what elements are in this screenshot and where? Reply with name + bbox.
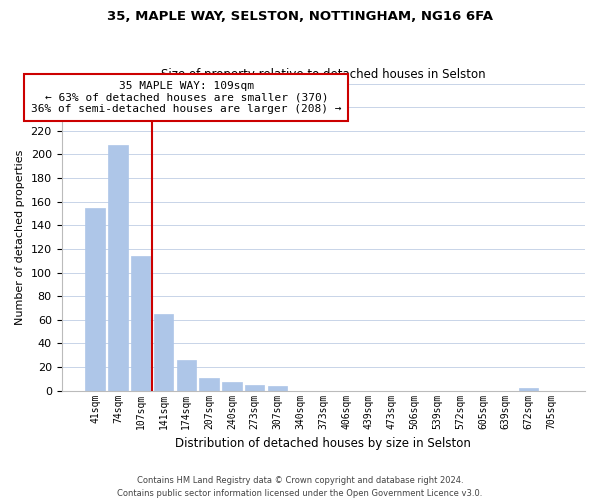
Y-axis label: Number of detached properties: Number of detached properties xyxy=(15,150,25,325)
Bar xyxy=(131,256,151,390)
Text: 35, MAPLE WAY, SELSTON, NOTTINGHAM, NG16 6FA: 35, MAPLE WAY, SELSTON, NOTTINGHAM, NG16… xyxy=(107,10,493,23)
Bar xyxy=(199,378,219,390)
Title: Size of property relative to detached houses in Selston: Size of property relative to detached ho… xyxy=(161,68,485,81)
X-axis label: Distribution of detached houses by size in Selston: Distribution of detached houses by size … xyxy=(175,437,471,450)
Text: 35 MAPLE WAY: 109sqm
← 63% of detached houses are smaller (370)
36% of semi-deta: 35 MAPLE WAY: 109sqm ← 63% of detached h… xyxy=(31,81,341,114)
Bar xyxy=(519,388,538,390)
Bar xyxy=(85,208,105,390)
Bar xyxy=(176,360,196,390)
Bar xyxy=(268,386,287,390)
Bar xyxy=(154,314,173,390)
Bar xyxy=(108,145,128,390)
Text: Contains HM Land Registry data © Crown copyright and database right 2024.
Contai: Contains HM Land Registry data © Crown c… xyxy=(118,476,482,498)
Bar xyxy=(222,382,242,390)
Bar xyxy=(245,384,265,390)
